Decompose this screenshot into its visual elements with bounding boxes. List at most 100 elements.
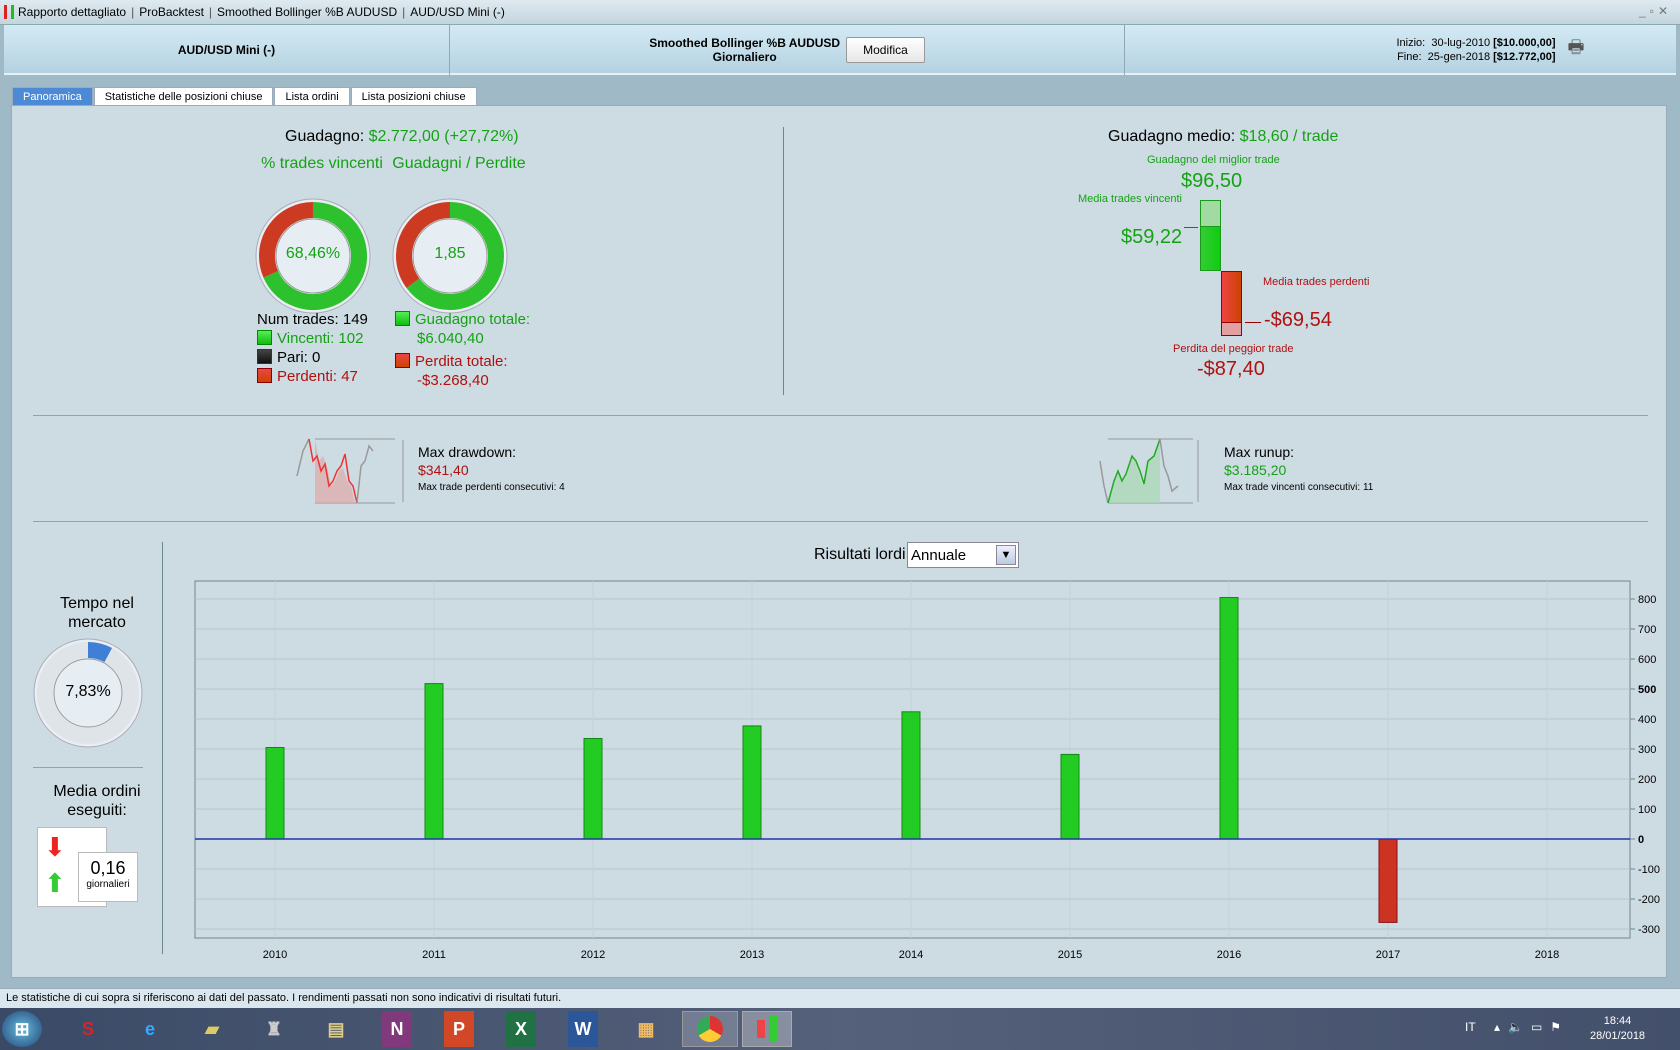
chrome-icon[interactable] [682,1011,738,1047]
onenote-icon[interactable]: N [382,1011,412,1047]
red-swatch-icon [257,368,272,383]
win-pct-title: % trades vincenti [261,155,383,172]
worst-trade-bar [1221,322,1242,336]
avg-gain-value: $18,60 / trade [1239,128,1339,145]
runup-label: Max runup: [1224,444,1295,460]
bar-2011 [424,683,444,840]
best-trade-label: Guadagno del miglior trade [1147,154,1280,166]
title-part: AUD/USD Mini (-) [410,5,505,19]
total-loss-label: Perdita totale: [415,353,508,370]
clock-time: 18:44 [1603,1015,1632,1027]
x-tick-label: 2010 [263,949,287,961]
total-loss-value: -$3.268,40 [417,372,489,389]
avg-win-bar [1200,226,1221,271]
time-in-market-value: 7,83% [65,683,111,700]
excel-icon[interactable]: X [506,1011,536,1047]
avg-win-label: Media trades vincenti [1078,193,1182,205]
start-label: Inizio: [1396,37,1426,49]
end-capital: [$12.772,00] [1493,51,1556,63]
ie-icon[interactable]: e [144,1018,155,1039]
orders-value: 0,16 [90,858,126,878]
x-tick-label: 2014 [899,949,923,961]
y-tick-label: -200 [1638,894,1660,906]
ratio-value: 1,85 [434,245,466,262]
arrow-down-icon: ⬇ [44,832,66,862]
period-select[interactable]: Annuale ▼ [907,542,1019,568]
orders-value-box: 0,16 giornalieri [78,852,138,902]
max-consecutive-wins: Max trade vincenti consecutivi: 11 [1224,482,1374,493]
tab-order-list[interactable]: Lista ordini [274,87,350,105]
system-name: Smoothed Bollinger %B AUDUSD [649,36,841,50]
start-capital: [$10.000,00] [1493,37,1556,49]
winners-count: Vincenti: 102 [277,330,364,347]
tab-closed-position-list[interactable]: Lista posizioni chiuse [350,87,477,105]
timeframe: Giornaliero [712,50,777,64]
language-indicator[interactable]: IT [1465,1020,1476,1034]
word-icon[interactable]: W [568,1011,598,1047]
ratio-secondary-segment [396,202,451,289]
folder-app-icon[interactable]: ▰ [205,1018,219,1039]
divider [162,542,163,954]
avg-gain-label: Guadagno medio: [1108,128,1236,145]
chevron-down-icon[interactable]: ▼ [996,545,1016,565]
x-tick-label: 2011 [422,949,446,961]
powerpoint-icon[interactable]: P [444,1011,474,1047]
total-gain-value: $6.040,40 [417,330,484,347]
arrow-up-icon: ⬆ [44,868,66,898]
drawdown-sparkline-icon [296,438,404,504]
y-tick-label: 700 [1638,624,1656,636]
red-swatch-icon [395,353,410,368]
window-controls: _▫✕ [1639,4,1672,18]
clock[interactable]: 18:44 28/01/2018 [1590,1014,1645,1044]
instrument-label: AUD/USD Mini (-) [177,43,276,57]
prorealtime-icon[interactable] [742,1011,792,1047]
market-secondary-segment [37,642,139,744]
x-tick-label: 2012 [581,949,605,961]
restore-button[interactable]: ▫ [1649,4,1658,18]
explorer-icon[interactable]: ▦ [637,1018,655,1039]
divider [33,521,1648,522]
drawdown-label: Max drawdown: [418,444,517,460]
y-tick-label: 0 [1638,834,1644,846]
avg-loss-value: -$69,54 [1264,309,1332,331]
ratio-donut [392,198,508,314]
y-tick-label: -300 [1638,924,1660,936]
runup-value: $3.185,20 [1224,462,1287,478]
title-bar: Rapporto dettagliato | ProBacktest | Smoot… [0,0,1680,25]
report-header: AUD/USD Mini (-) Smoothed Bollinger %B A… [4,25,1676,75]
y-tick-label: 200 [1638,774,1656,786]
gain-value: $2.772,00 (+27,72%) [368,128,519,145]
tray-icons[interactable]: ▴🔈▭⚑ [1494,1020,1570,1034]
gain-summary: Guadagno: $2.772,00 (+27,72%) [285,128,519,146]
taskbar-app-icon[interactable]: S [81,1018,94,1039]
time-in-market-title: Tempo nel mercato [60,595,134,631]
start-button[interactable]: ⊞ [2,1011,42,1047]
tab-panoramica[interactable]: Panoramica [12,87,93,105]
tab-closed-position-stats[interactable]: Statistiche delle posizioni chiuse [93,87,274,105]
win-pct-secondary-segment [259,202,314,278]
clock-date: 28/01/2018 [1590,1030,1646,1042]
y-tick-label: 600 [1638,654,1656,666]
avg-win-value: $59,22 [1121,226,1183,248]
x-tick-label: 2016 [1217,949,1241,961]
print-icon[interactable]: 🖶 [1567,37,1585,57]
max-consecutive-losses: Max trade perdenti consecutivi: 4 [418,482,565,493]
app-icon[interactable]: ▤ [327,1018,345,1039]
close-button[interactable]: ✕ [1657,4,1672,18]
bar-2013 [742,725,762,840]
drawdown-block: Max drawdown: $341,40 Max trade perdenti… [418,443,565,497]
reader-icon[interactable]: ♜ [265,1018,283,1039]
end-label: Fine: [1397,51,1422,63]
win-pct-donut [255,198,371,314]
y-tick-label: 500 [1638,684,1656,696]
losers-count: Perdenti: 47 [277,368,358,385]
modify-button[interactable]: Modifica [846,37,925,63]
bar-2012 [583,738,603,840]
avg-gain: Guadagno medio: $18,60 / trade [1108,128,1338,146]
num-trades: Num trades: 149 [257,311,368,328]
avg-orders-title: Media ordini eseguiti: [53,783,141,819]
ratio-primary-segment [406,202,504,310]
minimize-button[interactable]: _ [1638,4,1650,18]
bar-2014 [901,711,921,840]
worst-trade-label: Perdita del peggior trade [1173,343,1294,355]
